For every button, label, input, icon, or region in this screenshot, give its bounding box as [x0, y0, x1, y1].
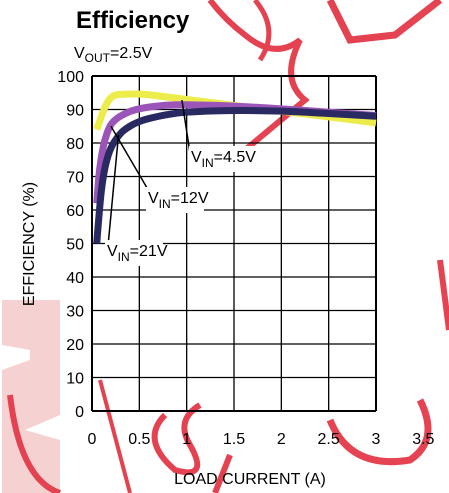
y-tick-label: 70 — [66, 170, 84, 187]
y-tick-labels: 0 10 20 30 40 50 60 70 80 90 100 — [57, 69, 84, 421]
series-label-background — [189, 146, 256, 172]
y-tick-label: 80 — [66, 136, 84, 153]
series-label-sub: IN — [159, 197, 171, 211]
x-tick-label: 1.5 — [223, 431, 245, 448]
x-tick-label: 1 — [182, 431, 191, 448]
condition-sub: OUT — [85, 51, 111, 65]
series-label-vin-21v: VIN=21V — [107, 243, 168, 264]
series-label-leader — [181, 100, 191, 154]
y-tick-label: 60 — [66, 203, 84, 220]
series-label-leader — [107, 134, 120, 247]
series-label-rest: =12V — [171, 190, 209, 207]
x-axis-label: LOAD CURRENT (A) — [174, 471, 326, 488]
y-tick-label: 10 — [66, 371, 84, 388]
series-label-background — [105, 240, 163, 266]
y-axis-label: EFFICIENCY (%) — [21, 182, 38, 306]
series-label-main: V — [107, 243, 118, 260]
series-label-vin-4-5v: VIN=4.5V — [191, 149, 256, 170]
y-tick-label: 20 — [66, 337, 84, 354]
series-label-rest: =21V — [130, 243, 168, 260]
series-label-rest: =4.5V — [214, 149, 257, 166]
series-label-sub: IN — [202, 156, 214, 170]
series-label-sub: IN — [118, 250, 130, 264]
series-label-leader — [110, 125, 151, 194]
chart-title: Efficiency — [76, 7, 190, 34]
x-tick-label: 2.5 — [318, 431, 340, 448]
x-tick-label: 2 — [277, 431, 286, 448]
condition-label: VOUT=2.5V — [74, 45, 153, 65]
y-tick-label: 100 — [57, 69, 84, 86]
y-tick-label: 40 — [66, 270, 84, 287]
condition-main: V — [74, 45, 85, 62]
y-tick-label: 50 — [66, 237, 84, 254]
x-tick-label: 3 — [372, 431, 381, 448]
x-tick-labels: 0 0.5 1 1.5 2 2.5 3 3.5 — [88, 431, 435, 448]
series-label-main: V — [148, 190, 159, 207]
series-line-vin-21v — [93, 106, 377, 244]
series-label-background — [146, 187, 204, 213]
y-tick-label: 30 — [66, 304, 84, 321]
series-layer — [93, 90, 377, 244]
series-label-main: V — [191, 149, 202, 166]
series-label-vin-12v: VIN=12V — [148, 190, 209, 211]
y-tick-label: 90 — [66, 103, 84, 120]
x-tick-label: 0.5 — [128, 431, 150, 448]
x-tick-label: 0 — [88, 431, 97, 448]
condition-rest: =2.5V — [110, 45, 153, 62]
x-tick-label: 3.5 — [412, 431, 434, 448]
y-tick-label: 0 — [75, 404, 84, 421]
